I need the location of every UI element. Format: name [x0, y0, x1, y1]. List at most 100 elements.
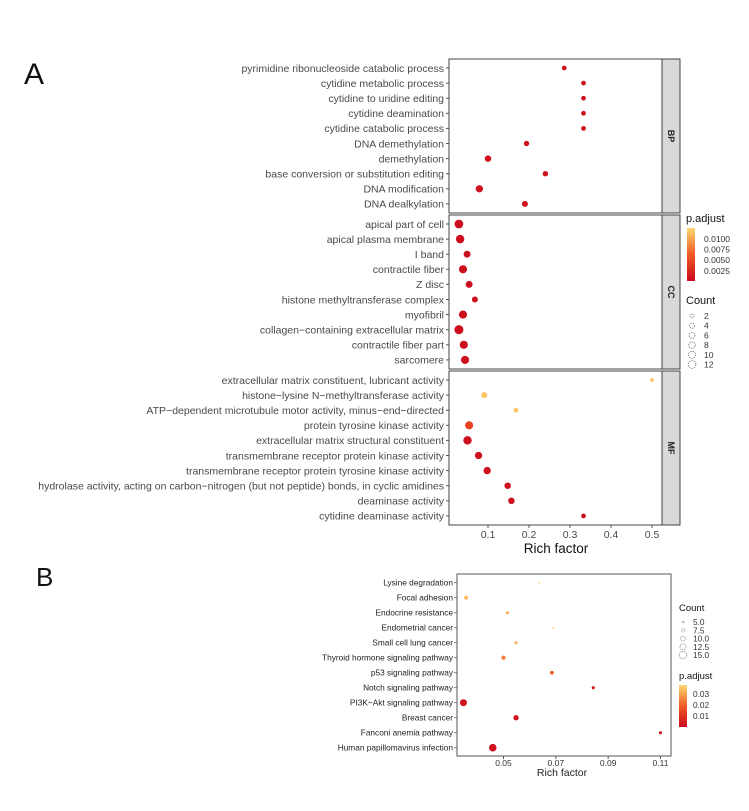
y-tick-label: histone−lysine N−methyltransferase activ…: [242, 390, 445, 402]
x-tick-label: 0.1: [481, 529, 496, 541]
y-tick-label: Lysine degradation: [383, 578, 453, 588]
color-legend-title: p.adjust: [686, 213, 725, 225]
data-point: [454, 325, 464, 335]
data-point: [591, 686, 595, 690]
size-legend-label: 7.5: [693, 625, 705, 635]
data-point: [454, 219, 464, 229]
y-tick-label: pyrimidine ribonucleoside catabolic proc…: [241, 63, 444, 75]
legend-b: Count 5.07.510.012.515.0 p.adjust 0.030.020…: [678, 603, 713, 727]
color-legend-label: 0.0075: [704, 245, 730, 255]
y-tick-label: extracellular matrix structural constitu…: [256, 435, 444, 447]
data-point: [471, 296, 478, 303]
size-legend-symbol: [689, 322, 695, 329]
y-tick-label: Thyroid hormone signaling pathway: [322, 653, 454, 663]
data-point: [650, 378, 654, 382]
panel-label-b: B: [36, 562, 53, 592]
data-point: [484, 155, 492, 162]
y-tick-label: contractile fiber: [373, 264, 445, 276]
data-point: [463, 595, 469, 600]
x-tick-label: 0.3: [563, 529, 578, 541]
y-tick-label: demethylation: [379, 153, 445, 165]
facet-strip: [661, 370, 681, 526]
y-tick-label: histone methyltransferase complex: [282, 294, 445, 306]
facet-strip-label: CC: [666, 286, 676, 299]
y-tick-label: transmembrane receptor protein tyrosine …: [186, 465, 445, 477]
y-tick-label: cytidine deamination: [348, 108, 444, 120]
data-point: [465, 280, 473, 288]
y-tick-label: contractile fiber part: [352, 340, 444, 352]
color-legend-label: 0.0100: [704, 234, 730, 244]
panel-frame: [448, 214, 663, 370]
size-legend-label: 10.0: [693, 634, 710, 644]
facet-strip-label: BP: [666, 130, 676, 143]
y-tick-label: DNA dealkylation: [364, 199, 444, 211]
x-tick-label: 0.2: [522, 529, 537, 541]
size-legend-label: 6: [704, 330, 709, 340]
y-tick-label: I band: [415, 249, 444, 261]
color-legend-label: 0.02: [693, 700, 710, 710]
size-legend-label: 5.0: [693, 617, 705, 627]
size-legend-symbol: [681, 620, 685, 624]
y-tick-label: cytidine deaminase activity: [319, 511, 445, 523]
y-tick-label: cytidine catabolic process: [324, 123, 444, 135]
data-point: [475, 185, 484, 193]
y-tick-label: Small cell lung cancer: [372, 638, 453, 648]
y-tick-label: apical plasma membrane: [327, 234, 444, 246]
size-legend-title: Count: [686, 295, 715, 307]
size-legend-label: 4: [704, 321, 709, 331]
data-point: [458, 310, 468, 319]
facet-cc: CC apical part of cell apical plasma membr…: [260, 214, 681, 370]
data-point: [581, 110, 586, 116]
y-tick-label: transmembrane receptor protein kinase ac…: [226, 450, 445, 462]
color-legend-label: 0.01: [693, 711, 710, 721]
size-legend-symbol: [688, 350, 696, 359]
x-axis-title: Rich factor: [537, 767, 588, 779]
y-tick-label: Human papillomavirus infection: [338, 743, 454, 753]
x-tick-label: 0.07: [548, 758, 565, 768]
panel-frame: [448, 58, 663, 214]
x-tick-label: 0.4: [604, 529, 619, 541]
y-tick-label: ATP−dependent microtubule motor activity…: [146, 405, 444, 417]
y-tick-label: base conversion or substitution editing: [265, 169, 444, 181]
x-tick-label: 0.09: [600, 758, 617, 768]
data-point: [504, 482, 511, 489]
data-point: [550, 670, 554, 675]
y-tick-label: Focal adhesion: [397, 593, 454, 603]
data-point: [501, 655, 506, 660]
size-legend-symbol: [689, 313, 695, 319]
x-axis-title: Rich factor: [524, 541, 589, 556]
size-legend-symbol: [688, 341, 696, 349]
size-legend-label: 2: [704, 311, 709, 321]
data-point: [465, 421, 474, 430]
data-point: [538, 581, 541, 584]
data-point: [459, 340, 468, 349]
data-point: [561, 65, 567, 71]
size-legend-label: 12: [704, 360, 714, 370]
data-point: [542, 170, 549, 177]
panel-label-a: A: [24, 58, 44, 91]
data-point: [513, 407, 519, 413]
panel-frame: [456, 573, 672, 757]
data-point: [460, 355, 470, 364]
facet-strip-label: MF: [666, 442, 676, 455]
panel-frame: [448, 370, 663, 526]
size-legend-title: Count: [679, 603, 705, 614]
size-legend-label: 15.0: [693, 650, 710, 660]
facet-strip: [661, 58, 681, 214]
data-point: [474, 451, 483, 460]
size-legend-symbol: [678, 651, 688, 660]
data-point: [581, 513, 586, 519]
plot-b: Lysine degradation Focal adhesion Endocrin…: [322, 573, 672, 779]
color-bar: [687, 228, 695, 281]
data-point: [523, 140, 530, 147]
data-point: [514, 641, 518, 645]
data-point: [458, 265, 468, 274]
data-point: [459, 699, 467, 707]
color-legend-label: 0.0025: [704, 266, 730, 276]
y-tick-label: protein tyrosine kinase activity: [304, 420, 445, 432]
y-tick-label: apical part of cell: [365, 219, 444, 231]
data-point: [455, 234, 465, 244]
y-tick-label: hydrolase activity, acting on carbon−nit…: [38, 481, 444, 493]
